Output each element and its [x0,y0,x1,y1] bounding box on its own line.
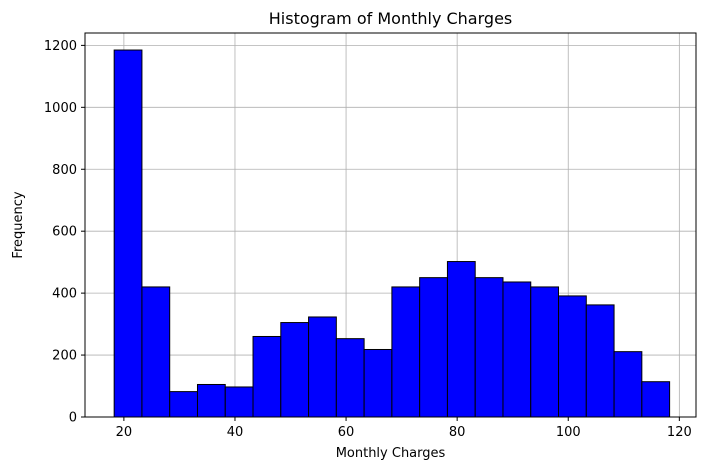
histogram-bars [113,49,671,418]
histogram-bar [169,391,198,418]
histogram-bar [530,286,560,418]
histogram-bar [252,335,282,418]
histogram-bar [141,286,171,418]
grid-lines [85,33,696,418]
x-tick-label: 60 [338,425,355,440]
histogram-bar [419,277,448,418]
y-tick-label: 400 [52,287,77,302]
histogram-bar [196,383,226,418]
histogram-bar [224,386,254,418]
histogram-bar [113,49,143,418]
y-tick-label: 1000 [44,101,77,116]
histogram-bar [474,277,504,418]
y-tick-label: 600 [52,225,77,240]
y-axis-label: Frequency [11,191,26,258]
x-axis-label: Monthly Charges [336,446,446,461]
histogram-bar [641,381,671,418]
histogram-bar [613,351,643,418]
histogram-bar [585,304,615,418]
y-tick-label: 1200 [44,39,77,54]
histogram-bar [280,322,310,418]
histogram-bar [558,295,587,418]
x-tick-label: 80 [449,425,466,440]
y-tick-label: 0 [69,411,77,426]
chart-title: Histogram of Monthly Charges [269,9,513,28]
histogram-bar [335,338,365,418]
x-tick-label: 120 [667,425,692,440]
histogram-bar [391,286,421,418]
x-tick-label: 20 [116,425,133,440]
y-tick-label: 200 [52,349,77,364]
y-tick-label: 800 [52,163,77,178]
histogram-bar [363,348,393,418]
x-tick-label: 100 [556,425,581,440]
histogram-bar [502,281,532,418]
x-tick-label: 40 [227,425,244,440]
histogram-bar [446,261,476,418]
histogram-bar [308,316,337,418]
plot-frame [84,32,697,418]
